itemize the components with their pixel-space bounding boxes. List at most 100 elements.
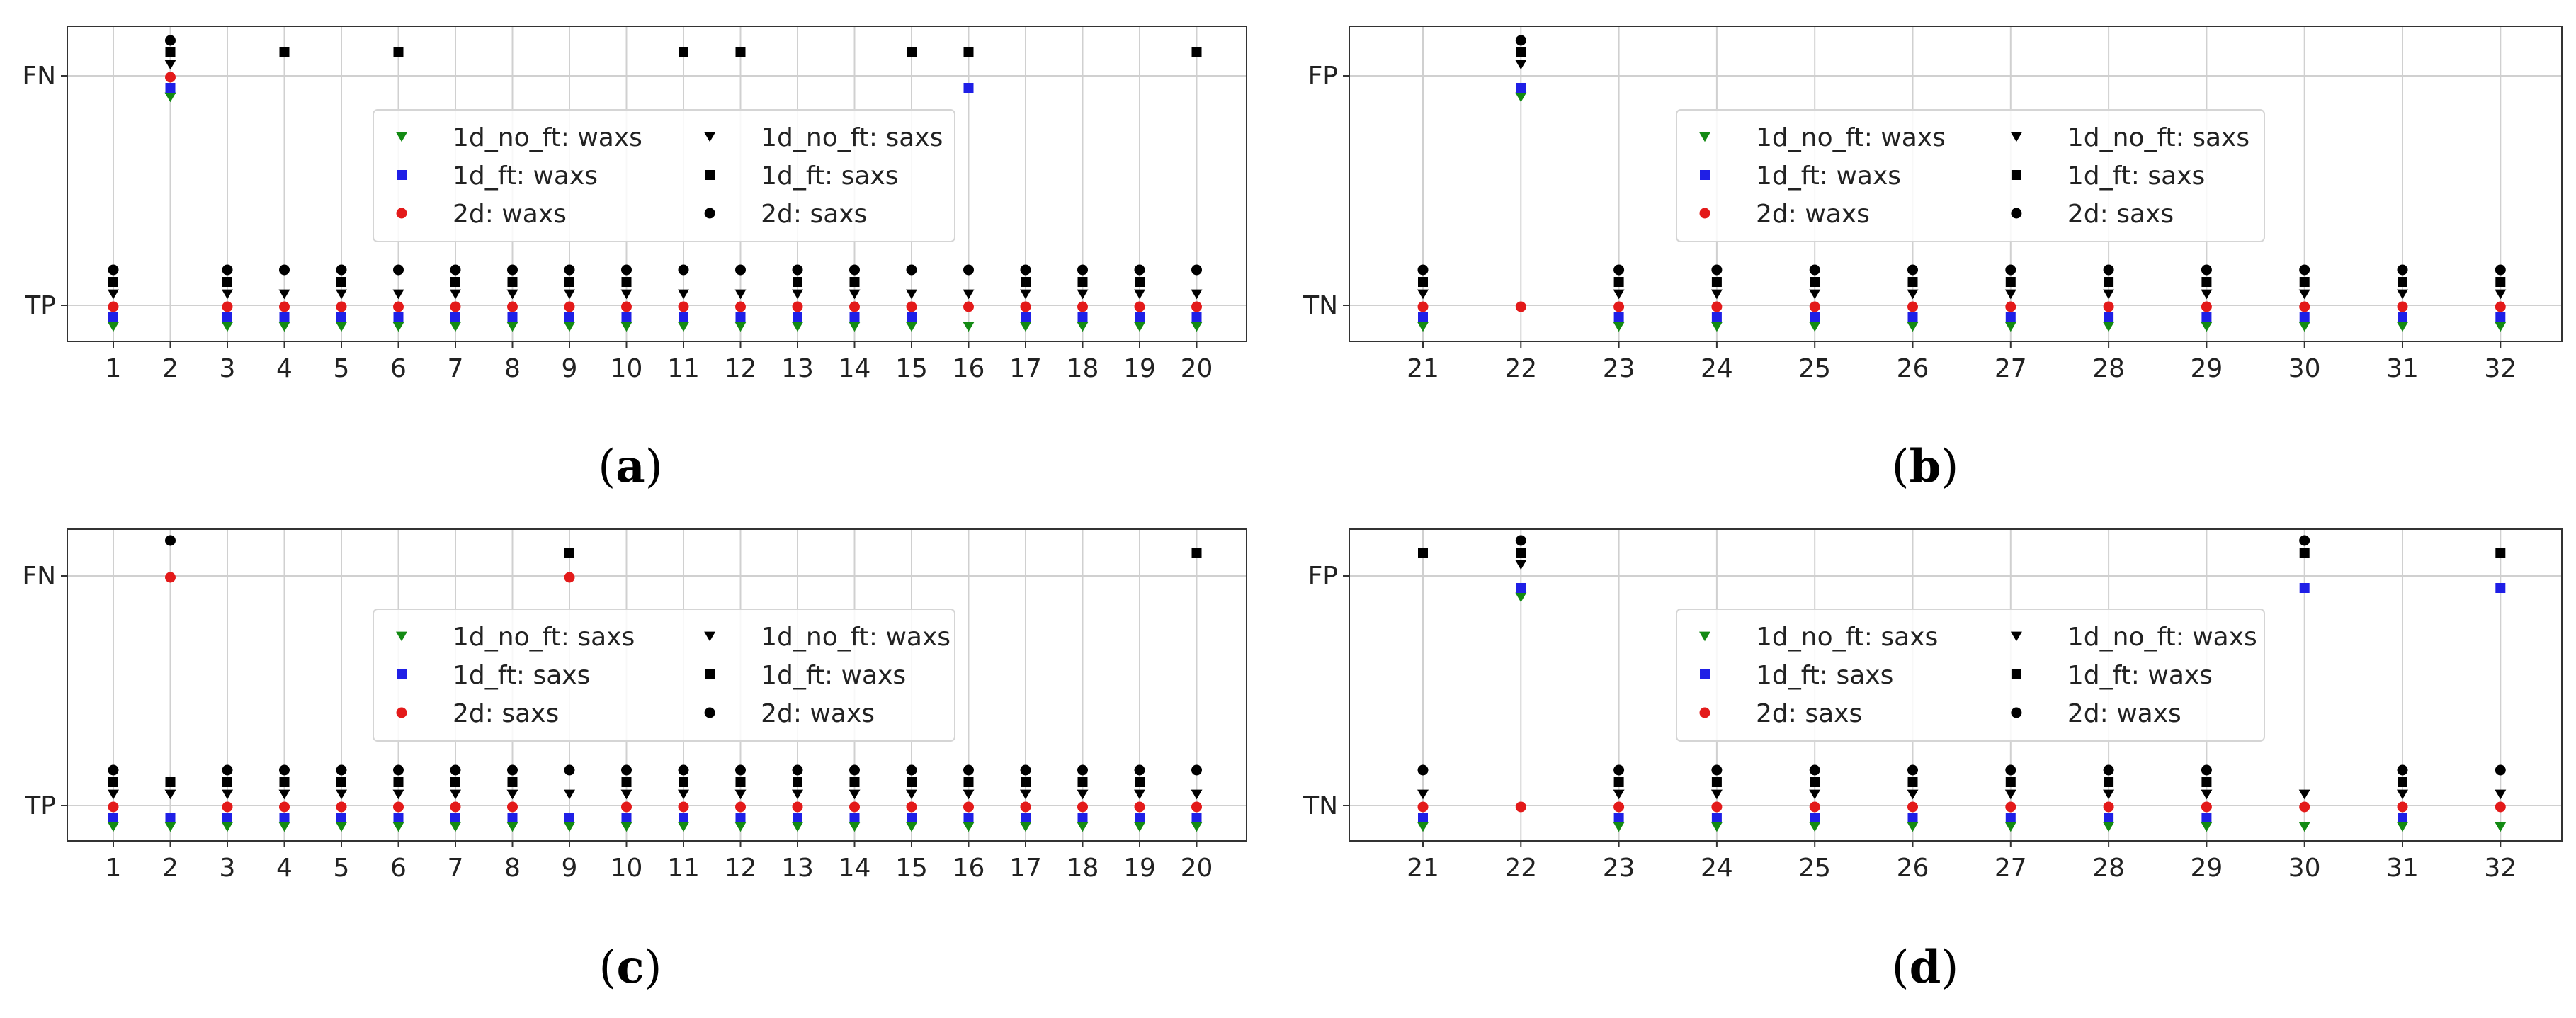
data-point-circle xyxy=(1711,264,1723,276)
data-point-square xyxy=(1613,312,1624,322)
data-point-square xyxy=(1077,777,1088,787)
data-point-circle xyxy=(1907,301,1918,312)
legend-marker xyxy=(704,631,716,642)
data-point-circle xyxy=(564,572,575,583)
data-point-triangle-down xyxy=(222,822,233,832)
data-point-circle xyxy=(1809,301,1820,312)
data-point-circle xyxy=(507,301,518,312)
legend-marker xyxy=(1700,170,1710,180)
data-point-square xyxy=(849,312,860,322)
chart-panel-d: 21 22 23 24 25 26 27 28 29 30 31 32 TN FP 1d_no_ft: sa… xyxy=(1303,528,2563,994)
data-point-square xyxy=(336,277,346,287)
data-point-circle xyxy=(621,264,632,276)
x-tick-label: 24 xyxy=(1701,854,1733,883)
data-point-square xyxy=(1418,548,1428,558)
data-point-square xyxy=(1135,813,1145,822)
data-point-triangle-down xyxy=(1515,560,1527,570)
data-point-circle xyxy=(1613,801,1625,813)
x-tick-label: 19 xyxy=(1123,354,1156,383)
data-point-square xyxy=(1021,277,1031,287)
data-point-square xyxy=(2495,548,2506,558)
data-point-triangle-down xyxy=(336,289,347,300)
data-point-triangle-down xyxy=(164,789,176,800)
data-point-circle xyxy=(108,801,119,813)
data-point-circle xyxy=(849,301,860,312)
data-point-triangle-down xyxy=(1710,822,1723,832)
data-point-square xyxy=(2201,277,2212,287)
data-point-square xyxy=(963,813,974,822)
legend-box xyxy=(373,609,955,742)
x-tick-label: 5 xyxy=(334,854,350,883)
x-tick-label: 7 xyxy=(448,854,464,883)
data-point-circle xyxy=(1711,801,1723,813)
data-point-triangle-down xyxy=(164,60,176,70)
data-point-square xyxy=(735,312,746,322)
panel-caption: (a) xyxy=(598,440,662,493)
data-point-square xyxy=(1810,813,1820,822)
data-point-circle xyxy=(2005,301,2016,312)
x-tick-label: 1 xyxy=(106,354,122,383)
data-point-square xyxy=(2398,813,2407,822)
data-point-triangle-down xyxy=(734,822,747,832)
data-point-triangle-down xyxy=(1809,322,1821,332)
x-tick-label: 6 xyxy=(390,354,407,383)
legend-marker xyxy=(2010,132,2022,142)
data-point-circle xyxy=(1191,764,1202,776)
data-point-triangle-down xyxy=(792,822,803,832)
legend-marker xyxy=(705,170,715,180)
data-point-square xyxy=(2104,277,2114,287)
x-tick-label: 10 xyxy=(611,854,643,883)
data-point-circle xyxy=(2397,264,2408,276)
data-point-triangle-down xyxy=(2004,289,2016,300)
data-point-circle xyxy=(2495,301,2506,312)
y-tick-label: TN xyxy=(1303,291,1338,320)
x-tick-label: 18 xyxy=(1067,354,1099,383)
data-point-triangle-down xyxy=(963,822,975,832)
x-tick-label: 29 xyxy=(2190,854,2223,883)
x-tick-label: 9 xyxy=(562,354,578,383)
data-point-circle xyxy=(108,764,119,776)
x-tick-label: 24 xyxy=(1701,354,1733,383)
data-point-square xyxy=(1711,277,1722,287)
data-point-square xyxy=(2398,277,2407,287)
x-tick-label: 9 xyxy=(562,854,578,883)
data-point-square xyxy=(2201,777,2212,787)
data-point-triangle-down xyxy=(1077,822,1089,832)
data-point-square xyxy=(679,312,688,322)
x-tick-label: 11 xyxy=(667,854,700,883)
data-point-triangle-down xyxy=(678,822,689,832)
data-point-triangle-down xyxy=(2201,789,2213,800)
legend-marker xyxy=(396,707,407,718)
data-point-triangle-down xyxy=(1191,822,1203,832)
chart-panel-a: 1 2 3 4 5 6 7 8 9 10 11 12 13 14 15 16 17 18 19 20TPFN1d_no… xyxy=(22,26,1247,493)
data-point-square xyxy=(2005,813,2016,822)
legend-entry-label: 1d_no_ft: waxs xyxy=(761,623,951,652)
data-point-circle xyxy=(2495,764,2506,776)
data-point-circle xyxy=(963,301,974,312)
plot-frame xyxy=(67,26,1247,342)
data-point-triangle-down xyxy=(506,322,518,332)
data-point-square xyxy=(1135,312,1145,322)
legend-entry-label: 1d_no_ft: saxs xyxy=(453,623,635,652)
x-tick-label: 17 xyxy=(1009,354,1042,383)
data-point-triangle-down xyxy=(620,822,632,832)
data-point-square xyxy=(1191,312,1202,322)
data-point-square xyxy=(2005,277,2016,287)
data-point-circle xyxy=(906,264,917,276)
data-point-circle xyxy=(2201,801,2212,813)
legend-box xyxy=(1676,609,2265,742)
data-point-triangle-down xyxy=(849,322,861,332)
data-point-triangle-down xyxy=(222,789,233,800)
data-point-circle xyxy=(279,801,290,813)
legend-entry-label: 1d_ft: waxs xyxy=(761,661,906,690)
data-point-circle xyxy=(621,301,632,312)
data-point-triangle-down xyxy=(564,822,575,832)
data-point-square xyxy=(1191,548,1202,558)
legend-marker xyxy=(1699,132,1710,142)
data-point-triangle-down xyxy=(1809,289,1821,300)
data-point-triangle-down xyxy=(450,822,461,832)
data-point-triangle-down xyxy=(2298,789,2310,800)
data-point-circle xyxy=(1077,801,1088,813)
data-point-square xyxy=(564,277,574,287)
data-point-circle xyxy=(2005,264,2016,276)
